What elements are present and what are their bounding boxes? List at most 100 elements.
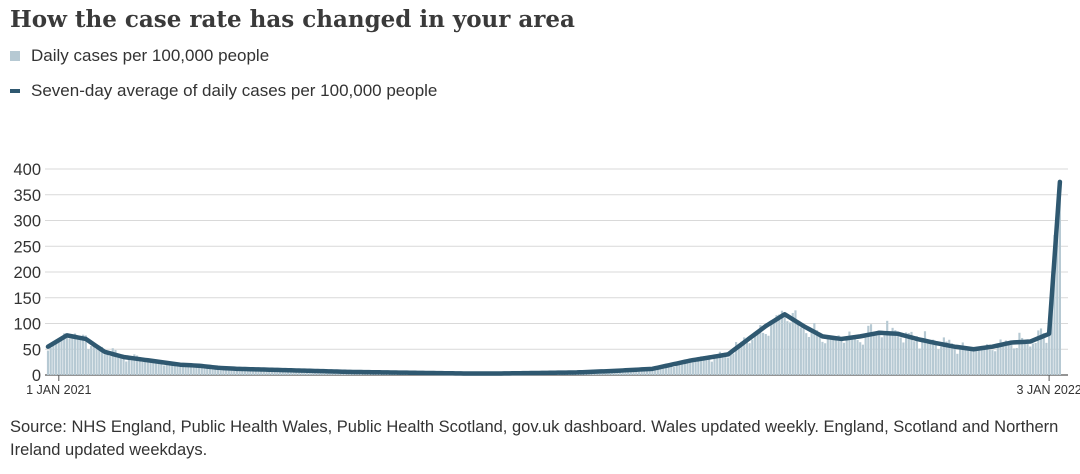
daily-bar [1042, 333, 1045, 375]
daily-bar [203, 367, 206, 375]
daily-bar [678, 361, 681, 375]
daily-bar [243, 368, 247, 375]
daily-bar [799, 327, 802, 375]
daily-bar [721, 354, 724, 375]
daily-bar [635, 370, 638, 375]
daily-bar [829, 337, 832, 375]
source-note: Source: NHS England, Public Health Wales… [10, 418, 1059, 459]
daily-bar [851, 336, 854, 375]
daily-bar [95, 345, 98, 375]
daily-bar [756, 333, 759, 375]
daily-bar [84, 335, 87, 375]
daily-bar [743, 337, 746, 375]
daily-bar [287, 369, 290, 375]
daily-bar [945, 341, 948, 375]
y-tick-label: 350 [13, 187, 41, 205]
daily-bar [694, 361, 697, 375]
daily-bar [842, 342, 846, 375]
daily-bar [260, 370, 263, 375]
gridlines [45, 168, 1068, 376]
daily-bar [764, 334, 767, 375]
daily-bar [875, 334, 878, 375]
daily-bar [891, 327, 894, 375]
daily-bar [705, 355, 708, 375]
daily-bar [195, 365, 198, 375]
daily-bar [956, 353, 959, 375]
daily-bar [106, 354, 109, 375]
x-tick-label: 1 JAN 2021 [26, 383, 91, 397]
daily-bar [127, 356, 131, 375]
daily-bar [1010, 344, 1013, 375]
daily-bar [1031, 343, 1034, 375]
daily-bar [235, 369, 238, 375]
daily-bar [999, 339, 1002, 375]
daily-bar [295, 371, 298, 375]
daily-bar [805, 333, 808, 375]
daily-bar [92, 344, 95, 375]
daily-bar [848, 331, 851, 375]
daily-bar [659, 364, 662, 375]
bar-swatch-icon [10, 51, 20, 61]
daily-bar [953, 344, 956, 375]
daily-bar [724, 352, 727, 375]
daily-bar [135, 355, 139, 375]
daily-bar [991, 350, 994, 375]
y-tick-label: 100 [13, 316, 41, 334]
daily-bar [937, 349, 940, 375]
daily-bar [918, 348, 921, 375]
daily-bar [983, 346, 986, 375]
daily-bar [624, 370, 627, 375]
daily-bar [149, 359, 152, 375]
daily-bar [691, 362, 694, 375]
daily-bar [49, 347, 52, 375]
daily-bar [791, 312, 794, 375]
daily-bar [886, 320, 889, 375]
daily-bar [872, 331, 875, 375]
daily-bar [103, 354, 106, 375]
line-swatch-icon [10, 89, 20, 93]
daily-bar [65, 335, 68, 375]
daily-bar [222, 369, 225, 375]
daily-bar [111, 348, 114, 375]
daily-bar [284, 369, 287, 375]
legend-item-bars: Daily cases per 100,000 people [10, 46, 269, 66]
daily-bar [1058, 180, 1061, 375]
daily-bar [961, 342, 964, 375]
daily-bar [988, 349, 991, 375]
daily-bar [206, 364, 209, 375]
daily-bar [729, 353, 732, 375]
daily-bar [821, 341, 824, 375]
average-line [45, 179, 1063, 376]
daily-bar [697, 357, 700, 375]
daily-bar [241, 369, 244, 375]
daily-bar [230, 368, 233, 375]
daily-bar [942, 337, 945, 375]
daily-bar [710, 361, 713, 375]
daily-bar [100, 346, 104, 375]
daily-bar [964, 348, 967, 375]
daily-bar [160, 363, 163, 375]
daily-bar [732, 353, 735, 375]
daily-bar [157, 361, 160, 375]
daily-bar [262, 368, 265, 375]
daily-bar [810, 330, 813, 375]
daily-bar [616, 371, 619, 375]
daily-bar [257, 369, 260, 375]
daily-bar [985, 344, 989, 375]
daily-bar [176, 363, 179, 375]
daily-bar [162, 365, 166, 375]
daily-bar [832, 337, 835, 375]
daily-bar [165, 362, 168, 375]
daily-bar [751, 339, 754, 375]
daily-bar [867, 325, 870, 375]
daily-bar [265, 368, 268, 375]
daily-bar [648, 368, 651, 375]
daily-bar [46, 350, 50, 375]
daily-bar [252, 369, 255, 375]
daily-bar [122, 357, 125, 375]
daily-bar [786, 321, 789, 375]
chart-area: 0 50 100 150 200 250 300 350 400 1 JAN 2021 3 JAN… [13, 161, 1080, 397]
daily-bar [79, 337, 82, 375]
daily-bar [1026, 340, 1029, 375]
daily-bar [845, 339, 848, 375]
